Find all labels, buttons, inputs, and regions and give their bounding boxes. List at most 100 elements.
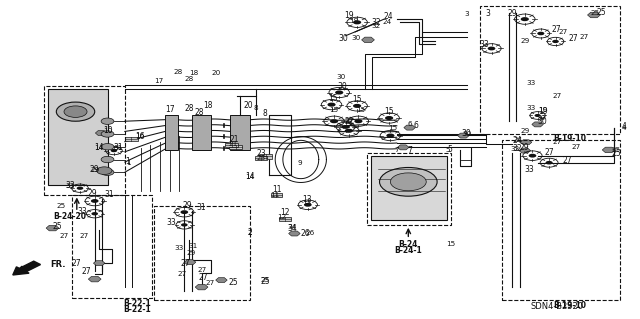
Text: 27: 27 (205, 280, 214, 286)
Text: 17: 17 (154, 78, 163, 84)
Text: 24: 24 (514, 137, 523, 143)
Text: 31: 31 (196, 203, 207, 212)
Text: 25: 25 (596, 8, 607, 17)
Polygon shape (519, 148, 531, 153)
Circle shape (380, 167, 437, 196)
Circle shape (101, 118, 114, 124)
Circle shape (181, 223, 188, 226)
Polygon shape (397, 145, 409, 150)
Circle shape (537, 32, 545, 35)
Text: 15: 15 (447, 241, 456, 247)
Text: 13: 13 (302, 195, 312, 204)
Circle shape (353, 104, 361, 108)
Bar (44, 86, 125, 195)
Text: 26: 26 (305, 230, 314, 236)
Circle shape (552, 40, 559, 43)
Text: 19: 19 (349, 18, 358, 24)
Text: 18: 18 (189, 70, 198, 76)
Text: 2: 2 (247, 230, 252, 236)
Text: 29: 29 (507, 9, 517, 18)
Text: 14: 14 (95, 145, 104, 151)
Text: 14: 14 (244, 172, 255, 181)
Text: 34: 34 (288, 224, 297, 230)
Text: 31: 31 (114, 145, 123, 151)
Text: 27: 27 (579, 34, 588, 40)
Circle shape (387, 134, 394, 137)
Text: 6: 6 (407, 122, 412, 127)
Text: 18: 18 (204, 101, 212, 110)
Text: 32: 32 (511, 146, 520, 152)
Text: 20: 20 (212, 70, 221, 76)
Text: 13: 13 (303, 200, 312, 205)
Text: 7: 7 (394, 147, 399, 153)
Text: 25: 25 (56, 203, 65, 209)
Text: 20: 20 (243, 101, 253, 110)
Text: 4: 4 (621, 125, 627, 130)
Text: 22: 22 (344, 118, 353, 124)
Polygon shape (404, 125, 415, 130)
Text: 33: 33 (527, 106, 536, 111)
Text: 4: 4 (621, 122, 627, 130)
Circle shape (345, 129, 353, 133)
Text: B-22-1: B-22-1 (124, 305, 151, 314)
Text: 19: 19 (538, 107, 548, 116)
Text: 27: 27 (81, 267, 92, 276)
Text: 27: 27 (559, 29, 568, 35)
Text: 27: 27 (79, 233, 88, 239)
Text: 29: 29 (520, 143, 530, 152)
Text: 25: 25 (228, 278, 239, 287)
Text: 25: 25 (591, 10, 600, 16)
Polygon shape (458, 133, 469, 138)
Circle shape (304, 203, 312, 207)
Circle shape (101, 144, 114, 150)
Circle shape (390, 173, 426, 191)
Text: 5: 5 (447, 145, 452, 154)
Text: 27: 27 (552, 25, 562, 34)
Text: 27: 27 (562, 156, 572, 165)
Polygon shape (289, 231, 300, 236)
Bar (371, 156, 447, 220)
Text: 29: 29 (186, 250, 195, 256)
Bar (48, 89, 108, 185)
Text: 22: 22 (344, 117, 353, 126)
Text: B-24: B-24 (399, 240, 418, 249)
Circle shape (180, 210, 188, 214)
Text: 31: 31 (113, 143, 124, 152)
Circle shape (385, 116, 393, 120)
Text: 11: 11 (272, 185, 281, 194)
Text: 33: 33 (527, 80, 536, 86)
Text: 14: 14 (245, 174, 254, 180)
Text: 29: 29 (520, 38, 529, 44)
Text: B-24-20: B-24-20 (53, 212, 86, 221)
Text: 14: 14 (94, 143, 104, 152)
Polygon shape (184, 260, 196, 265)
Polygon shape (216, 278, 227, 283)
Text: 27: 27 (572, 144, 580, 150)
Text: 21: 21 (229, 141, 238, 146)
Text: 10: 10 (102, 126, 113, 135)
Circle shape (545, 161, 553, 165)
Text: B-22-1: B-22-1 (124, 299, 151, 308)
Bar (229, 145, 242, 149)
Text: 25: 25 (261, 277, 270, 283)
Polygon shape (95, 130, 107, 136)
Text: 9: 9 (297, 160, 302, 166)
Text: 16: 16 (135, 133, 144, 138)
Bar (259, 154, 272, 159)
Text: 25: 25 (612, 147, 621, 153)
Circle shape (101, 156, 114, 163)
Text: 33: 33 (77, 207, 87, 216)
Circle shape (92, 212, 98, 215)
Text: 29: 29 (182, 201, 193, 210)
Text: 12: 12 (280, 208, 289, 217)
Text: 24: 24 (383, 19, 392, 25)
FancyArrow shape (13, 261, 40, 275)
Text: 30: 30 (536, 115, 545, 121)
Text: 31: 31 (189, 243, 198, 249)
Bar (165, 115, 178, 150)
Polygon shape (588, 12, 600, 18)
Bar (480, 6, 620, 134)
Text: 30: 30 (538, 117, 548, 126)
Text: 30: 30 (337, 74, 346, 80)
Bar (502, 140, 620, 300)
